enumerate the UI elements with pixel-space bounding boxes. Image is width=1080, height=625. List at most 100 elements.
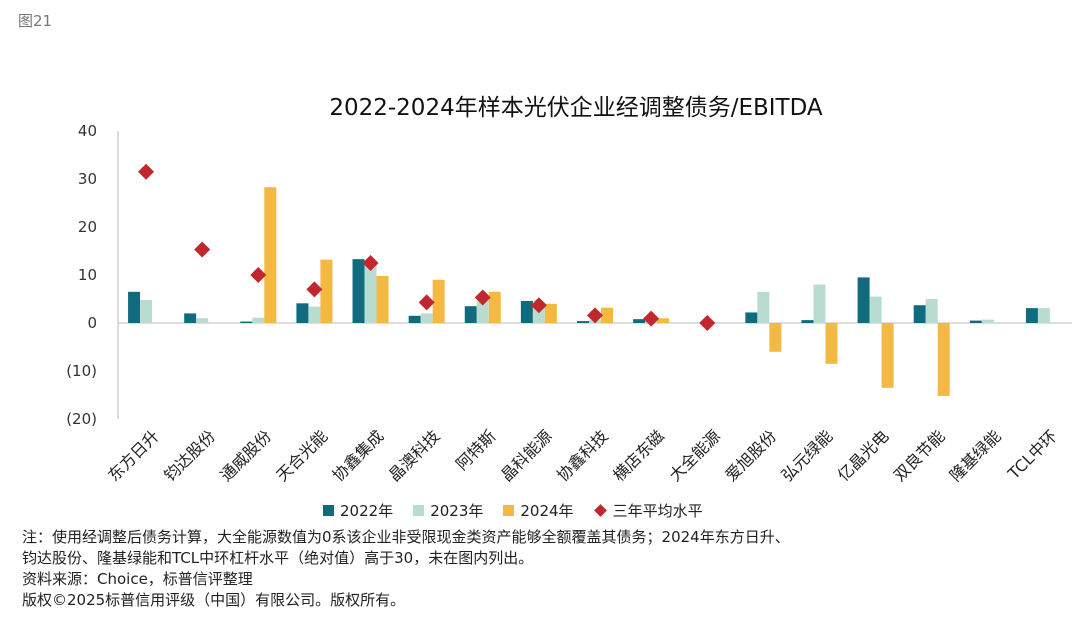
avg-marker-东方日升 <box>138 163 155 180</box>
bar-2023年-爱旭股份 <box>757 291 770 323</box>
category-label: 晶科能源 <box>497 426 556 485</box>
bar-2024年-亿晶光电 <box>881 323 894 388</box>
y-tick-label: 30 <box>78 170 97 188</box>
y-tick-label: (10) <box>66 362 97 380</box>
avg-marker-钧达股份 <box>194 241 211 258</box>
bar-2023年-弘元绿能 <box>813 284 826 323</box>
legend-label-2023: 2023年 <box>430 502 484 520</box>
legend-swatch-2022 <box>323 505 334 516</box>
bar-2022年-协鑫科技 <box>577 321 589 323</box>
bar-2022年-爱旭股份 <box>745 312 758 323</box>
category-label: 协鑫科技 <box>553 426 612 485</box>
legend-swatch-2023 <box>413 505 425 516</box>
legend-item-2022: 2022年 <box>323 500 393 521</box>
bar-2023年-协鑫集成 <box>364 260 377 323</box>
bar-2022年-晶澳科技 <box>408 315 421 323</box>
bar-2024年-晶澳科技 <box>432 279 445 323</box>
bar-2023年-隆基绿能 <box>981 319 994 323</box>
category-label: 协鑫集成 <box>329 426 388 485</box>
bar-2022年-TCL中环 <box>1025 308 1038 323</box>
category-label: 钧达股份 <box>160 426 219 485</box>
category-label: 横店东磁 <box>609 426 668 485</box>
bar-2022年-协鑫集成 <box>352 259 365 323</box>
bar-2022年-通威股份 <box>240 321 253 323</box>
bar-2023年-双良节能 <box>925 299 938 323</box>
bar-2023年-亿晶光电 <box>869 296 882 323</box>
bar-2024年-通威股份 <box>264 187 277 323</box>
avg-marker-协鑫集成 <box>362 255 379 271</box>
bar-2023年-TCL中环 <box>1037 308 1050 323</box>
avg-marker-横店东磁 <box>643 310 660 327</box>
category-label: 双良节能 <box>890 426 949 485</box>
bar-2022年-隆基绿能 <box>969 320 982 323</box>
bar-2022年-东方日升 <box>128 291 141 323</box>
category-label: 天合光能 <box>273 426 332 485</box>
legend-item-average: 三年平均水平 <box>593 500 703 521</box>
y-tick-label: 20 <box>78 218 97 236</box>
y-tick-label: 10 <box>78 266 97 284</box>
bar-2024年-爱旭股份 <box>769 323 782 352</box>
bar-2023年-阿特斯 <box>476 300 489 323</box>
legend-item-2023: 2023年 <box>413 500 483 521</box>
bar-2022年-天合光能 <box>296 303 309 323</box>
bar-2023年-通威股份 <box>252 317 265 323</box>
category-label: 大全能源 <box>665 426 724 485</box>
legend-label-2022: 2022年 <box>340 502 394 520</box>
bar-2022年-阿特斯 <box>464 306 477 323</box>
avg-marker-天合光能 <box>306 281 323 298</box>
bar-2022年-晶科能源 <box>520 300 533 323</box>
bar-2024年-协鑫科技 <box>601 307 613 323</box>
bar-2024年-天合光能 <box>320 259 333 323</box>
legend-label-2024: 2024年 <box>520 502 574 520</box>
figure-label: 图21 <box>18 12 53 30</box>
avg-marker-大全能源 <box>699 315 716 331</box>
bar-2023年-天合光能 <box>308 306 321 323</box>
bar-2022年-钧达股份 <box>184 313 197 323</box>
avg-marker-晶澳科技 <box>418 294 435 311</box>
copyright-line: 版权©2025标普信用评级（中国）有限公司。版权所有。 <box>22 591 406 609</box>
bar-2022年-亿晶光电 <box>857 277 870 323</box>
legend-item-2024: 2024年 <box>503 500 574 521</box>
category-label: 东方日升 <box>104 426 163 485</box>
legend-swatch-2024 <box>503 505 515 516</box>
category-label: 阿特斯 <box>452 426 499 473</box>
legend: 2022年 2023年 2024年 三年平均水平 <box>323 500 703 521</box>
avg-marker-协鑫科技 <box>587 307 603 324</box>
bar-2024年-晶科能源 <box>544 303 557 323</box>
note-line-2: 钧达股份、隆基绿能和TCL中环杠杆水平（绝对值）高于30，未在图内列出。 <box>22 549 534 567</box>
bar-2023年-晶澳科技 <box>420 313 433 323</box>
bar-2024年-双良节能 <box>937 323 950 396</box>
bar-2024年-横店东磁 <box>657 318 670 323</box>
bars-group <box>128 187 1050 396</box>
category-label: 爱旭股份 <box>721 426 780 485</box>
footnotes: 注：使用经调整后债务计算，大全能源数值为0系该企业非受限现金类资产能够全额覆盖其… <box>22 527 1072 611</box>
category-label: 弘元绿能 <box>778 426 837 485</box>
avg-marker-阿特斯 <box>474 289 491 306</box>
bar-2024年-协鑫集成 <box>376 275 389 323</box>
bar-2022年-弘元绿能 <box>801 320 814 323</box>
legend-diamond-icon <box>593 504 607 517</box>
bar-2022年-横店东磁 <box>633 319 646 323</box>
avg-marker-晶科能源 <box>530 297 547 314</box>
avg-marker-通威股份 <box>250 267 267 283</box>
legend-label-average: 三年平均水平 <box>612 502 703 520</box>
note-line-1: 注：使用经调整后债务计算，大全能源数值为0系该企业非受限现金类资产能够全额覆盖其… <box>22 528 790 546</box>
y-tick-label: (20) <box>66 410 97 428</box>
y-tick-label: 40 <box>78 122 97 140</box>
bar-2023年-钧达股份 <box>196 318 209 323</box>
category-label: 晶澳科技 <box>385 426 444 485</box>
category-label: 隆基绿能 <box>946 426 1005 485</box>
category-label: 亿晶光电 <box>834 426 893 485</box>
bar-2023年-东方日升 <box>140 299 153 323</box>
bar-2022年-双良节能 <box>913 305 926 323</box>
chart-title: 2022-2024年样本光伏企业经调整债务/EBITDA <box>329 95 823 121</box>
bar-2024年-弘元绿能 <box>825 323 838 364</box>
category-label: 通威股份 <box>216 426 275 485</box>
bar-2024年-阿特斯 <box>488 291 501 323</box>
bar-chart: 2022-2024年样本光伏企业经调整债务/EBITDA 40 30 20 10 0 (1… <box>66 95 1072 485</box>
y-tick-label: 0 <box>87 314 97 332</box>
category-label: TCL中环 <box>1004 426 1061 483</box>
y-axis: 40 30 20 10 0 (10) (20) <box>66 122 1072 428</box>
average-markers <box>138 163 716 331</box>
